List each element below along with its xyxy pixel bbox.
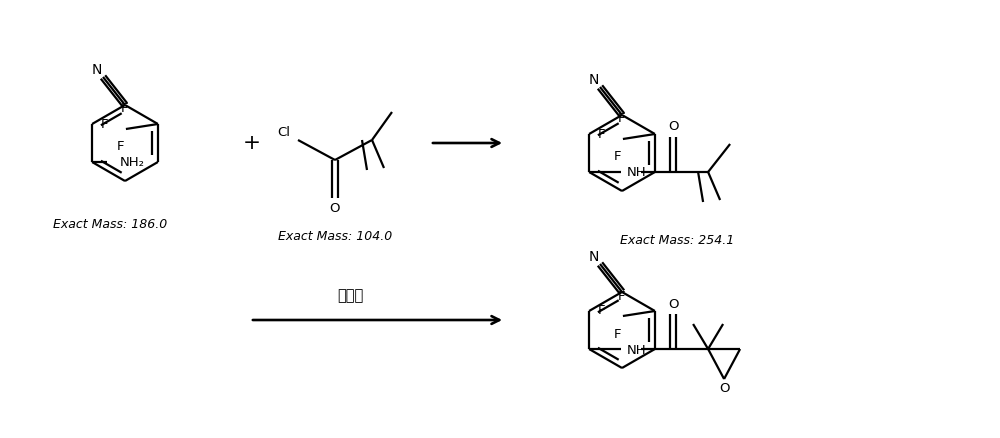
Text: F: F bbox=[614, 151, 622, 163]
Text: F: F bbox=[121, 102, 129, 116]
Text: N: N bbox=[92, 63, 102, 77]
Text: F: F bbox=[117, 141, 125, 153]
Text: O: O bbox=[668, 120, 678, 134]
Text: F: F bbox=[618, 290, 626, 303]
Text: F: F bbox=[618, 113, 626, 126]
Text: Cl: Cl bbox=[277, 126, 290, 138]
Text: NH₂: NH₂ bbox=[120, 155, 145, 169]
Text: N: N bbox=[589, 73, 599, 87]
Text: Exact Mass: 254.1: Exact Mass: 254.1 bbox=[620, 234, 734, 247]
Text: O: O bbox=[330, 201, 340, 215]
Text: F: F bbox=[101, 117, 109, 131]
Text: F: F bbox=[598, 304, 606, 318]
Text: F: F bbox=[598, 127, 606, 141]
Text: N: N bbox=[589, 250, 599, 264]
Text: NH: NH bbox=[627, 166, 647, 180]
Text: NH: NH bbox=[627, 343, 647, 357]
Text: Exact Mass: 186.0: Exact Mass: 186.0 bbox=[53, 219, 167, 232]
Text: O: O bbox=[668, 297, 678, 311]
Text: 双氧水: 双氧水 bbox=[337, 289, 363, 304]
Text: O: O bbox=[719, 382, 729, 396]
Text: Exact Mass: 104.0: Exact Mass: 104.0 bbox=[278, 230, 392, 243]
Text: +: + bbox=[243, 133, 261, 153]
Text: F: F bbox=[614, 328, 622, 340]
